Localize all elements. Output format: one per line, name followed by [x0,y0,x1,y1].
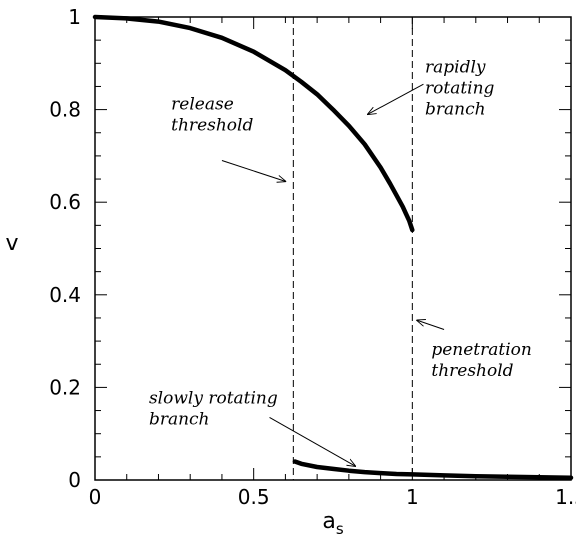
series-line-rapid [92,14,415,233]
annotation-slow: slowly rotating branch [149,389,278,430]
y-tick-label: 0 [68,468,81,492]
y-tick-label: 0.8 [49,98,81,122]
y-axis-label: v [5,231,18,256]
annotation-line: rapidly [425,58,486,78]
annotation-arrow-slow [269,417,356,466]
y-tick-label: 0.4 [49,283,81,307]
annotation-line: rotating [425,79,495,99]
annotation-arrow-release [221,160,285,182]
x-tick-label: 1 [406,485,419,509]
annotation-line: penetration [431,340,531,360]
x-axis-label-subscript: s [336,520,344,538]
annotation-line: threshold [171,116,253,136]
annotation-arrow-penetration [417,320,445,330]
x-tick-label: 0.5 [238,485,270,509]
x-tick-label: 1.5 [555,485,576,509]
annotation-line: branch [425,100,486,120]
annotation-line: branch [149,410,210,430]
x-axis-label: as [322,509,343,538]
y-tick-label: 0.2 [49,375,81,399]
annotation-line: release [171,95,234,115]
annotation-rapid: rapidly rotating branch [425,58,495,120]
annotation-line: threshold [431,361,513,381]
x-tick-label: 0 [89,485,102,509]
annotation-line: slowly rotating [149,389,278,409]
series-line-slow [292,459,574,480]
y-tick-label: 0.6 [49,190,81,214]
annotation-penetration: penetration threshold [431,340,531,381]
x-axis-label-main: a [322,509,335,534]
annotation-arrow-rapid [368,83,424,114]
annotation-release: release threshold [171,95,253,136]
y-tick-label: 1 [68,5,81,29]
